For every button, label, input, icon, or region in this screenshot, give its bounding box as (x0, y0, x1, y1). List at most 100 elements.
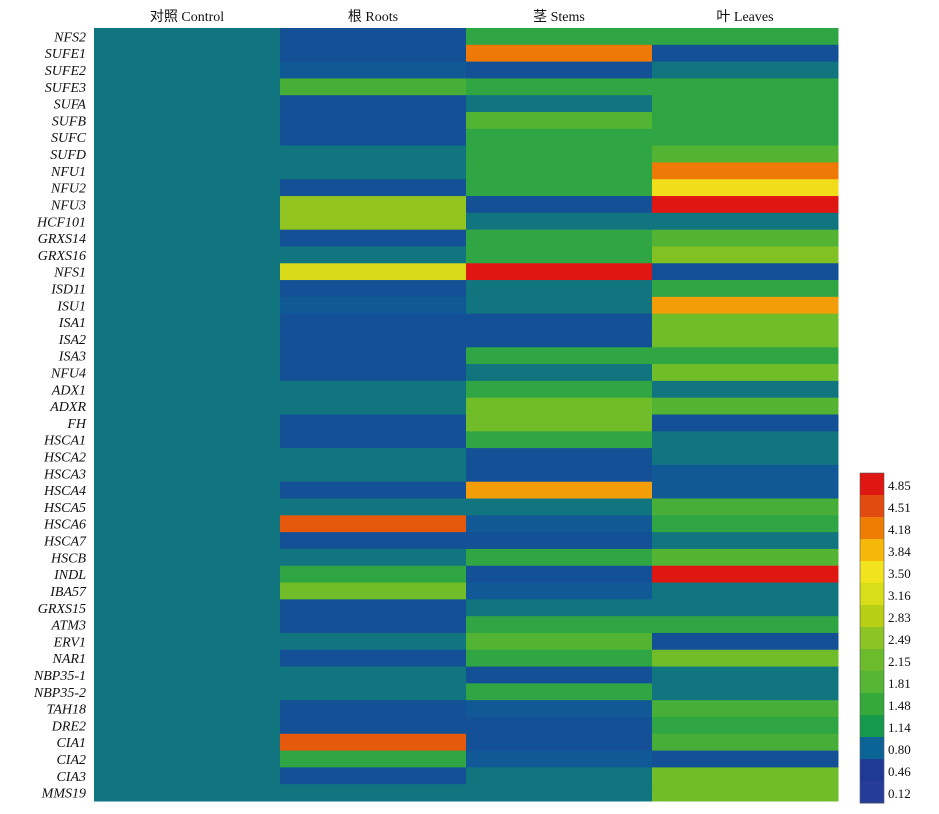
heatmap-cell (652, 263, 839, 281)
row-label: NFU3 (50, 198, 86, 213)
heatmap-cell (280, 78, 467, 96)
heatmap-cell (94, 179, 281, 197)
legend-frame (859, 472, 885, 804)
legend-color-swatch (860, 715, 884, 738)
row-label: MMS19 (41, 787, 86, 802)
heatmap-cell (466, 196, 653, 214)
legend-tick-label: 1.14 (888, 720, 911, 735)
row-label: HSCA3 (43, 467, 86, 482)
row-label: SUFD (50, 148, 86, 163)
heatmap-cell (652, 448, 839, 466)
heatmap-cell (652, 196, 839, 214)
heatmap-cell (280, 498, 467, 516)
heatmap-cell (280, 733, 467, 752)
row-label: SUFE2 (45, 64, 86, 79)
legend-color-swatch (860, 781, 884, 804)
heatmap-cell (652, 313, 839, 331)
heatmap-cell (652, 61, 839, 79)
row-label: NFU4 (50, 366, 86, 381)
heatmap-cell (466, 683, 653, 701)
heatmap-cell (280, 464, 467, 483)
heatmap-cell (466, 364, 653, 382)
heatmap-cell (94, 112, 281, 130)
heatmap-cell (280, 716, 467, 735)
heatmap-cell (94, 414, 281, 432)
row-label: HSCA5 (43, 501, 86, 516)
heatmap-cell (652, 347, 839, 365)
heatmap-cell (652, 784, 839, 802)
row-label: DRE2 (51, 719, 86, 734)
row-label: NBP35-2 (33, 686, 86, 701)
legend-tick-label: 3.16 (888, 588, 911, 603)
heatmap-cell (94, 649, 281, 668)
heatmap-cell (94, 28, 281, 46)
heatmap-cell (466, 548, 653, 567)
legend-tick-label: 2.15 (888, 654, 911, 669)
legend-tick-label: 3.84 (888, 544, 911, 559)
heatmap-cell (466, 347, 653, 365)
heatmap-cell (466, 212, 653, 231)
heatmap-cell (652, 212, 839, 231)
heatmap-cell (652, 649, 839, 668)
heatmap-cell (280, 112, 467, 130)
row-label: NFU1 (50, 165, 86, 180)
heatmap-cell (280, 128, 467, 147)
heatmap-cell (94, 750, 281, 768)
heatmap-cell (652, 162, 839, 180)
heatmap-cell (652, 565, 839, 584)
heatmap-cell (280, 548, 467, 567)
heatmap-cell (94, 347, 281, 365)
heatmap-cell (280, 414, 467, 432)
heatmap-cell (280, 750, 467, 768)
row-label: SUFE1 (45, 47, 86, 62)
row-label: NFS2 (53, 30, 86, 45)
heatmap-cell (280, 179, 467, 197)
heatmap-cell (94, 95, 281, 113)
legend-tick-label: 1.48 (888, 698, 911, 713)
legend-tick-label: 3.50 (888, 566, 911, 581)
heatmap-cell (466, 246, 653, 264)
legend-color-swatch (860, 649, 884, 672)
heatmap-cell (94, 212, 281, 231)
heatmap-cell (652, 380, 839, 399)
legend-color-swatch (860, 495, 884, 518)
heatmap-cell (94, 498, 281, 516)
heatmap-cell (466, 330, 653, 348)
heatmap-cell (280, 263, 467, 281)
heatmap-cell (94, 784, 281, 802)
heatmap-cell (652, 364, 839, 382)
heatmap-cell (94, 733, 281, 752)
heatmap-cell (652, 532, 839, 550)
row-label: ISA2 (58, 333, 86, 348)
legend-color-swatch (860, 583, 884, 606)
heatmap-cell (280, 397, 467, 415)
heatmap-cell (94, 397, 281, 415)
heatmap-cell (652, 515, 839, 533)
heatmap-cell (652, 246, 839, 264)
heatmap-cell (652, 179, 839, 197)
heatmap-cell (466, 263, 653, 281)
heatmap-cell (280, 280, 467, 298)
heatmap-cell (466, 616, 653, 634)
heatmap-cell (280, 61, 467, 79)
column-label: 茎 Stems (533, 9, 585, 25)
heatmap-cell (652, 733, 839, 752)
row-label: ISA1 (58, 316, 86, 331)
heatmap-cell (466, 280, 653, 298)
heatmap-cell (280, 246, 467, 264)
heatmap-cell (280, 784, 467, 802)
row-label: NFS1 (53, 266, 86, 281)
heatmap-cell (94, 632, 281, 651)
column-label: 对照 Control (150, 9, 224, 25)
heatmap-cell (280, 616, 467, 634)
heatmap-cell (280, 313, 467, 331)
heatmap-cell (652, 498, 839, 516)
heatmap-cell (652, 414, 839, 432)
heatmap-cell (652, 78, 839, 96)
heatmap-cell (94, 582, 281, 600)
legend-tick-label: 0.80 (888, 742, 911, 757)
legend-color-swatch (860, 561, 884, 584)
heatmap-cell (94, 599, 281, 617)
